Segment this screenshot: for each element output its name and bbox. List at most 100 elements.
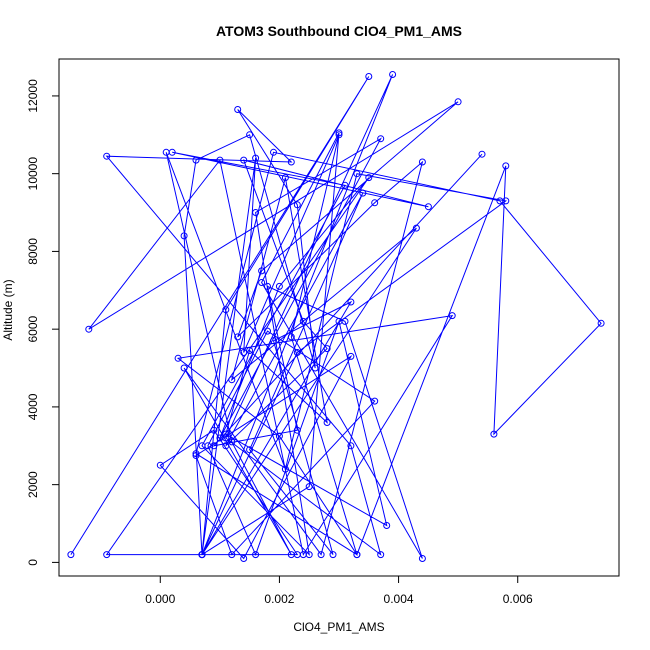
y-tick-label: 10000 <box>26 157 40 191</box>
data-point <box>323 345 331 353</box>
plot-frame <box>58 58 620 577</box>
data-point <box>222 430 230 438</box>
data-point <box>341 317 349 325</box>
data-point <box>281 465 289 473</box>
data-point <box>359 189 367 197</box>
data-point <box>198 442 206 450</box>
data-point <box>222 306 230 314</box>
data-point <box>353 170 361 178</box>
data-point <box>293 426 301 434</box>
data-point <box>412 224 420 232</box>
data-point <box>246 347 254 354</box>
data-point <box>490 430 498 438</box>
data-point <box>216 434 224 442</box>
data-point <box>264 282 271 290</box>
x-tick-label: 0.000 <box>145 592 175 606</box>
data-point <box>174 354 182 362</box>
x-tick-label: 0.002 <box>264 592 294 606</box>
x-tick-label: 0.006 <box>503 592 533 606</box>
data-point <box>305 551 313 559</box>
data-point <box>222 442 230 450</box>
data-point <box>424 203 432 211</box>
data-point <box>240 349 248 356</box>
data-point <box>317 551 325 559</box>
data-point <box>299 317 307 325</box>
data-point <box>258 267 266 275</box>
y-axis-label: Altitude (m) <box>1 279 15 340</box>
data-point <box>502 162 510 170</box>
data-point <box>365 174 373 182</box>
data-point <box>228 438 236 446</box>
data-point <box>228 551 236 559</box>
data-point <box>293 201 301 209</box>
data-point <box>264 327 271 335</box>
y-tick-label: 12000 <box>26 79 40 113</box>
data-point <box>281 174 289 182</box>
x-axis-label: ClO4_PM1_AMS <box>293 620 384 634</box>
data-point <box>347 352 355 360</box>
data-point <box>311 364 319 372</box>
data-point <box>192 452 200 459</box>
data-point <box>252 154 260 162</box>
data-point <box>180 364 188 372</box>
data-point <box>246 446 254 454</box>
y-tick-label: 4000 <box>26 393 40 420</box>
data-point <box>305 483 313 491</box>
data-point <box>252 551 260 559</box>
data-point <box>240 156 248 164</box>
data-point <box>156 461 164 469</box>
data-point <box>192 156 200 164</box>
data-point <box>353 551 361 559</box>
data-point <box>371 199 379 207</box>
data-point <box>502 197 510 205</box>
data-point <box>597 319 605 327</box>
x-tick-label: 0.004 <box>384 592 414 606</box>
data-point <box>365 73 373 80</box>
data-point <box>234 333 242 341</box>
series-layer <box>67 71 605 562</box>
data-point <box>234 106 242 113</box>
data-point <box>418 555 426 562</box>
data-point <box>85 325 93 333</box>
data-point <box>192 450 200 458</box>
x-axis: 0.000 0.002 0.004 0.006 <box>145 576 533 606</box>
data-point <box>275 282 283 290</box>
data-point <box>228 376 236 384</box>
data-point <box>258 279 266 286</box>
chart-title: ATOM3 Southbound ClO4_PM1_AMS <box>216 23 462 39</box>
y-tick-label: 0 <box>26 559 40 566</box>
data-point <box>341 181 349 189</box>
data-point <box>287 158 295 166</box>
data-point <box>448 312 456 320</box>
data-point <box>275 432 283 440</box>
data-point <box>270 148 277 156</box>
data-point <box>240 555 248 562</box>
series-line <box>70 74 602 560</box>
data-point <box>246 131 254 139</box>
data-point <box>216 156 224 164</box>
data-point <box>418 158 426 166</box>
data-point <box>454 98 462 106</box>
data-point <box>287 333 295 341</box>
data-point <box>270 337 277 345</box>
data-point <box>335 129 343 137</box>
y-tick-label: 8000 <box>26 238 40 265</box>
data-point <box>377 135 385 143</box>
data-point <box>389 71 397 78</box>
data-point <box>210 442 218 450</box>
y-axis: 0 2000 4000 6000 8000 10000 12000 <box>26 79 59 566</box>
data-point <box>103 152 111 160</box>
data-point <box>377 551 385 559</box>
data-point <box>347 442 355 450</box>
data-point <box>323 419 331 426</box>
data-point <box>329 551 337 559</box>
data-point <box>67 551 75 559</box>
y-tick-label: 2000 <box>26 471 40 498</box>
data-point <box>293 349 301 356</box>
data-point <box>168 148 176 156</box>
data-point <box>252 209 260 216</box>
data-point <box>335 131 343 139</box>
data-point <box>383 522 391 529</box>
data-point <box>180 232 188 240</box>
